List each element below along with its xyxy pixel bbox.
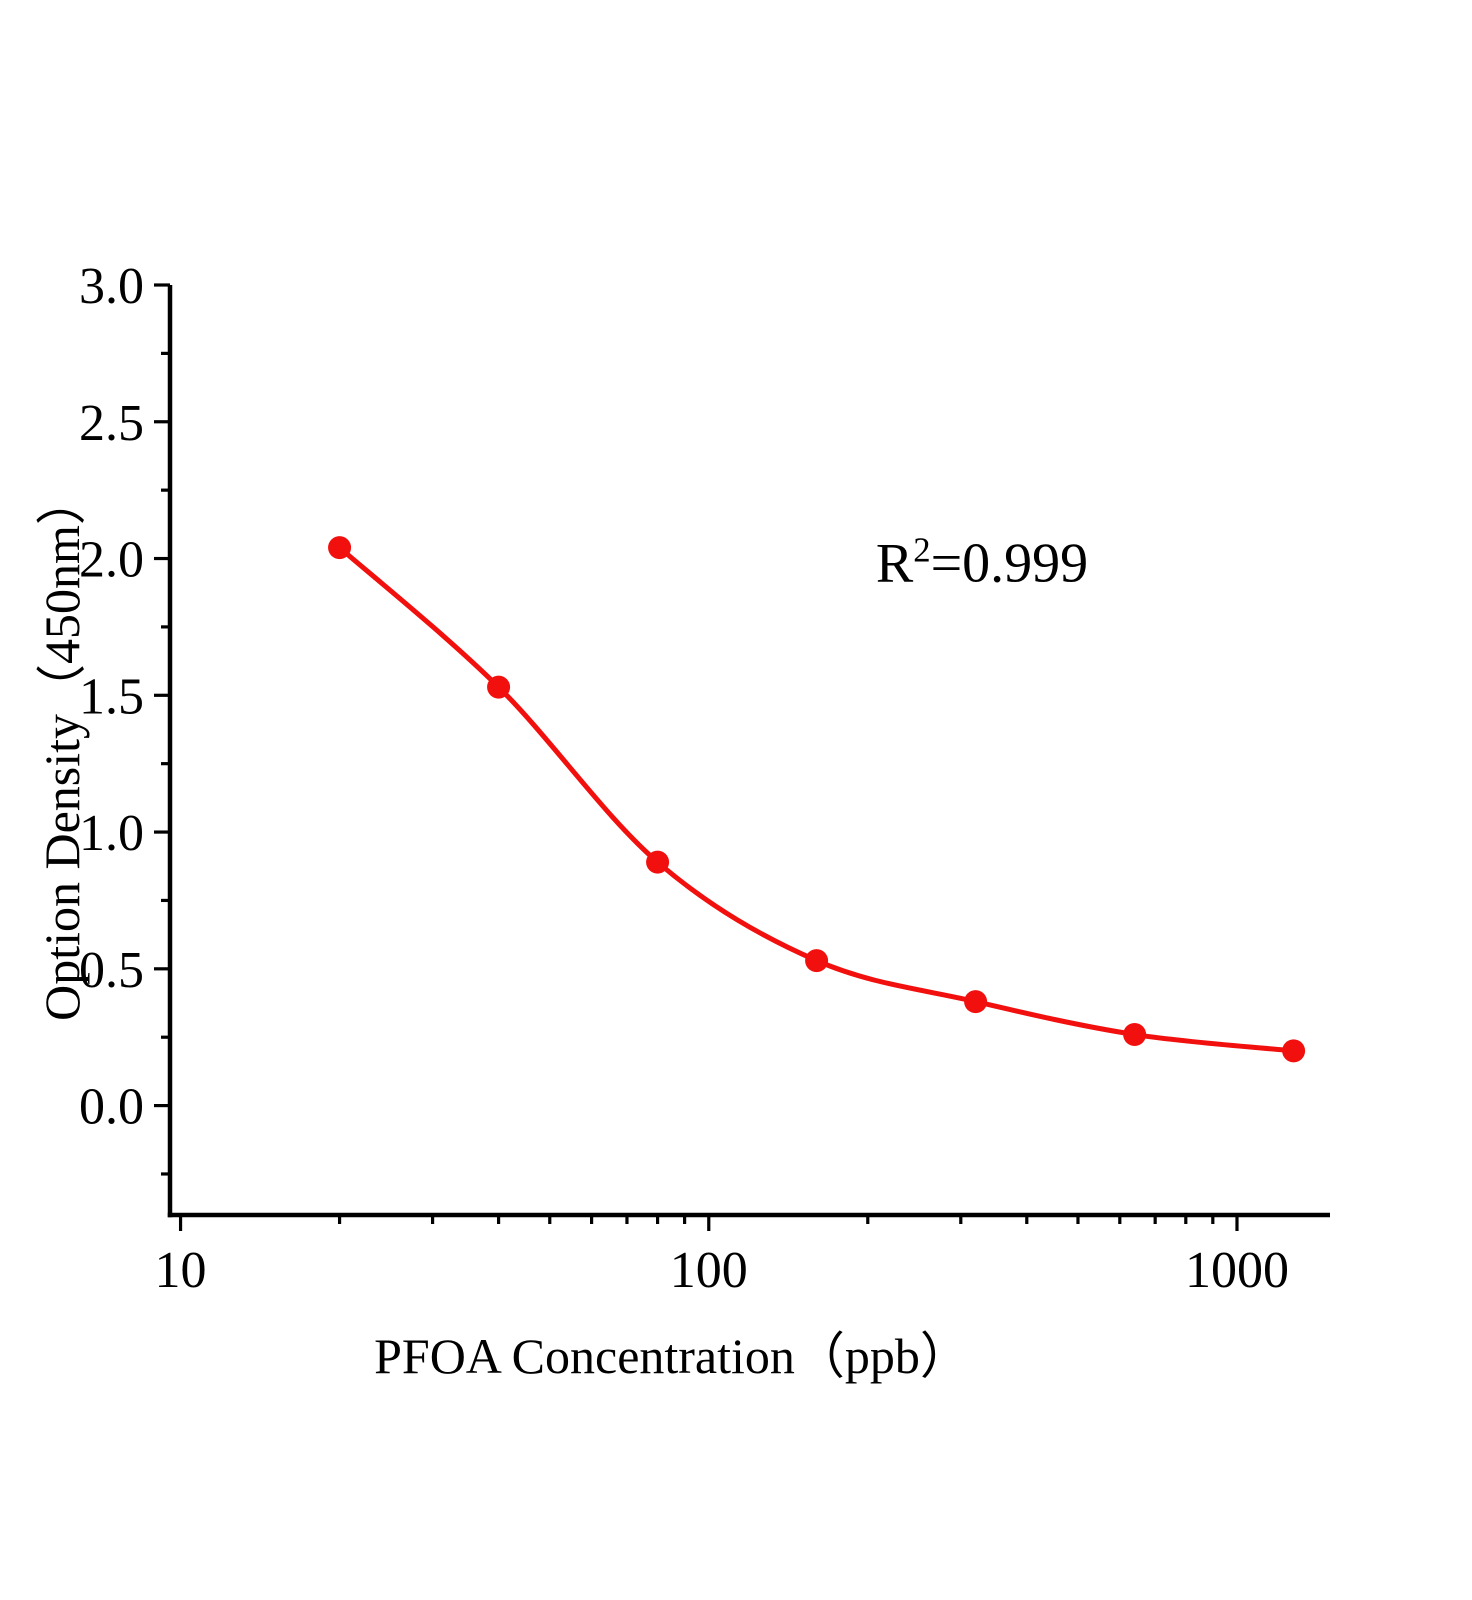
svg-text:100: 100 — [670, 1242, 748, 1299]
r-squared-value: =0.999 — [930, 532, 1089, 595]
svg-text:1.5: 1.5 — [79, 668, 144, 725]
x-axis-title: PFOA Concentration（ppb） — [374, 1328, 970, 1384]
svg-text:0.0: 0.0 — [79, 1079, 144, 1136]
svg-text:2.5: 2.5 — [79, 395, 144, 452]
svg-text:10: 10 — [155, 1242, 207, 1299]
r-squared-base: R — [875, 532, 914, 595]
svg-text:1000: 1000 — [1185, 1242, 1289, 1299]
svg-text:2.0: 2.0 — [79, 532, 144, 589]
r-squared-exponent: 2 — [913, 530, 931, 570]
y-axis-title: Option Density（450nm） — [34, 475, 90, 1021]
svg-text:1.0: 1.0 — [79, 805, 144, 862]
svg-text:0.5: 0.5 — [79, 942, 144, 999]
r-squared-annotation: R2=0.999 — [876, 531, 1088, 596]
svg-text:3.0: 3.0 — [79, 258, 144, 315]
